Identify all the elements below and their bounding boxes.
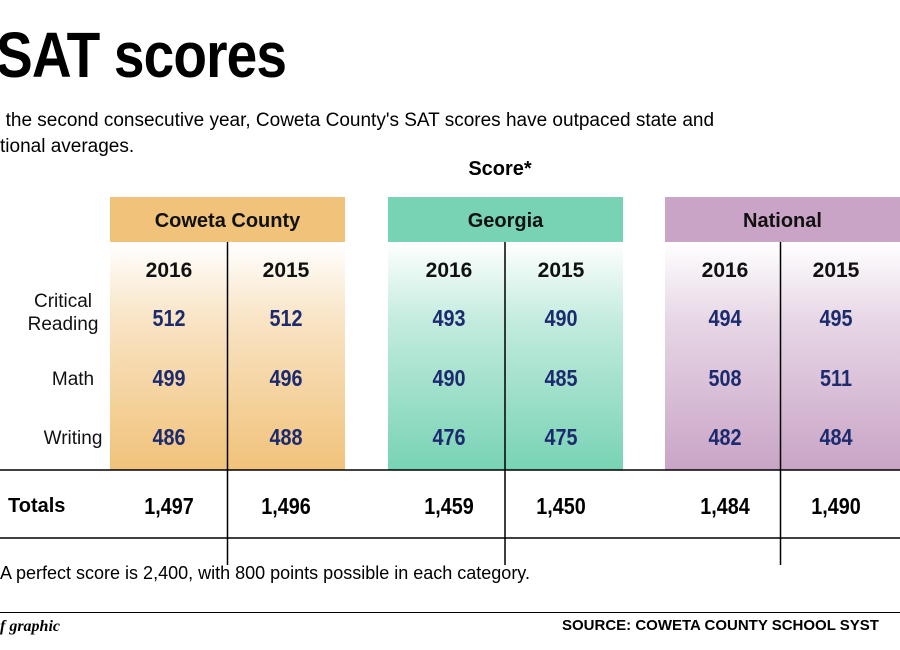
year-label-coweta-county-2016: 2016 <box>146 259 193 282</box>
total-value-4: 1,484 <box>700 494 750 520</box>
group-label-national: National <box>743 210 822 232</box>
intro-line: r the second consecutive year, Coweta Co… <box>0 110 715 131</box>
value-critical-reading-5: 495 <box>820 306 853 332</box>
intro-line: tional averages. <box>0 136 135 157</box>
footer-rule <box>0 612 900 613</box>
source-line: SOURCE: COWETA COUNTY SCHOOL SYST <box>562 617 879 634</box>
value-writing-3: 475 <box>545 425 578 451</box>
graphic-credit: f graphic <box>0 618 60 635</box>
score-heading: Score* <box>468 158 532 180</box>
group-panel-national <box>665 242 900 470</box>
value-writing-2: 476 <box>433 425 466 451</box>
row-label-critical-reading: Critical Reading <box>28 291 99 335</box>
value-critical-reading-4: 494 <box>709 306 742 332</box>
year-label-national-2015: 2015 <box>813 259 860 282</box>
value-writing-4: 482 <box>709 425 742 451</box>
chart-title: SAT scores <box>0 19 287 91</box>
group-header-coweta-county <box>110 197 345 242</box>
group-label-georgia: Georgia <box>468 210 544 232</box>
row-label-math: Math <box>52 369 94 390</box>
value-critical-reading-2: 493 <box>433 306 466 332</box>
footnote: A perfect score is 2,400, with 800 point… <box>0 563 530 583</box>
totals-label: Totals <box>8 495 65 517</box>
row-label-writing: Writing <box>44 428 103 449</box>
value-critical-reading-1: 512 <box>270 306 303 332</box>
intro-text: r the second consecutive year, Coweta Co… <box>0 108 900 160</box>
value-math-0: 499 <box>153 366 186 392</box>
value-math-5: 511 <box>820 366 852 392</box>
value-math-1: 496 <box>270 366 303 392</box>
group-label-coweta-county: Coweta County <box>155 210 301 232</box>
group-header-georgia <box>388 197 623 242</box>
total-value-5: 1,490 <box>811 494 861 520</box>
total-value-0: 1,497 <box>144 494 193 520</box>
value-critical-reading-0: 512 <box>153 306 186 332</box>
value-writing-1: 488 <box>270 425 303 451</box>
value-critical-reading-3: 490 <box>545 306 578 332</box>
year-label-georgia-2015: 2015 <box>538 259 585 282</box>
value-writing-5: 484 <box>820 425 853 451</box>
total-value-3: 1,450 <box>536 494 586 520</box>
year-label-coweta-county-2015: 2015 <box>263 259 310 282</box>
total-value-1: 1,496 <box>261 494 311 520</box>
value-math-2: 490 <box>433 366 466 392</box>
value-writing-0: 486 <box>153 425 186 451</box>
value-math-3: 485 <box>545 366 578 392</box>
year-label-georgia-2016: 2016 <box>426 259 473 282</box>
group-header-national <box>665 197 900 242</box>
year-label-national-2016: 2016 <box>702 259 749 282</box>
total-value-2: 1,459 <box>424 494 474 520</box>
value-math-4: 508 <box>709 366 742 392</box>
